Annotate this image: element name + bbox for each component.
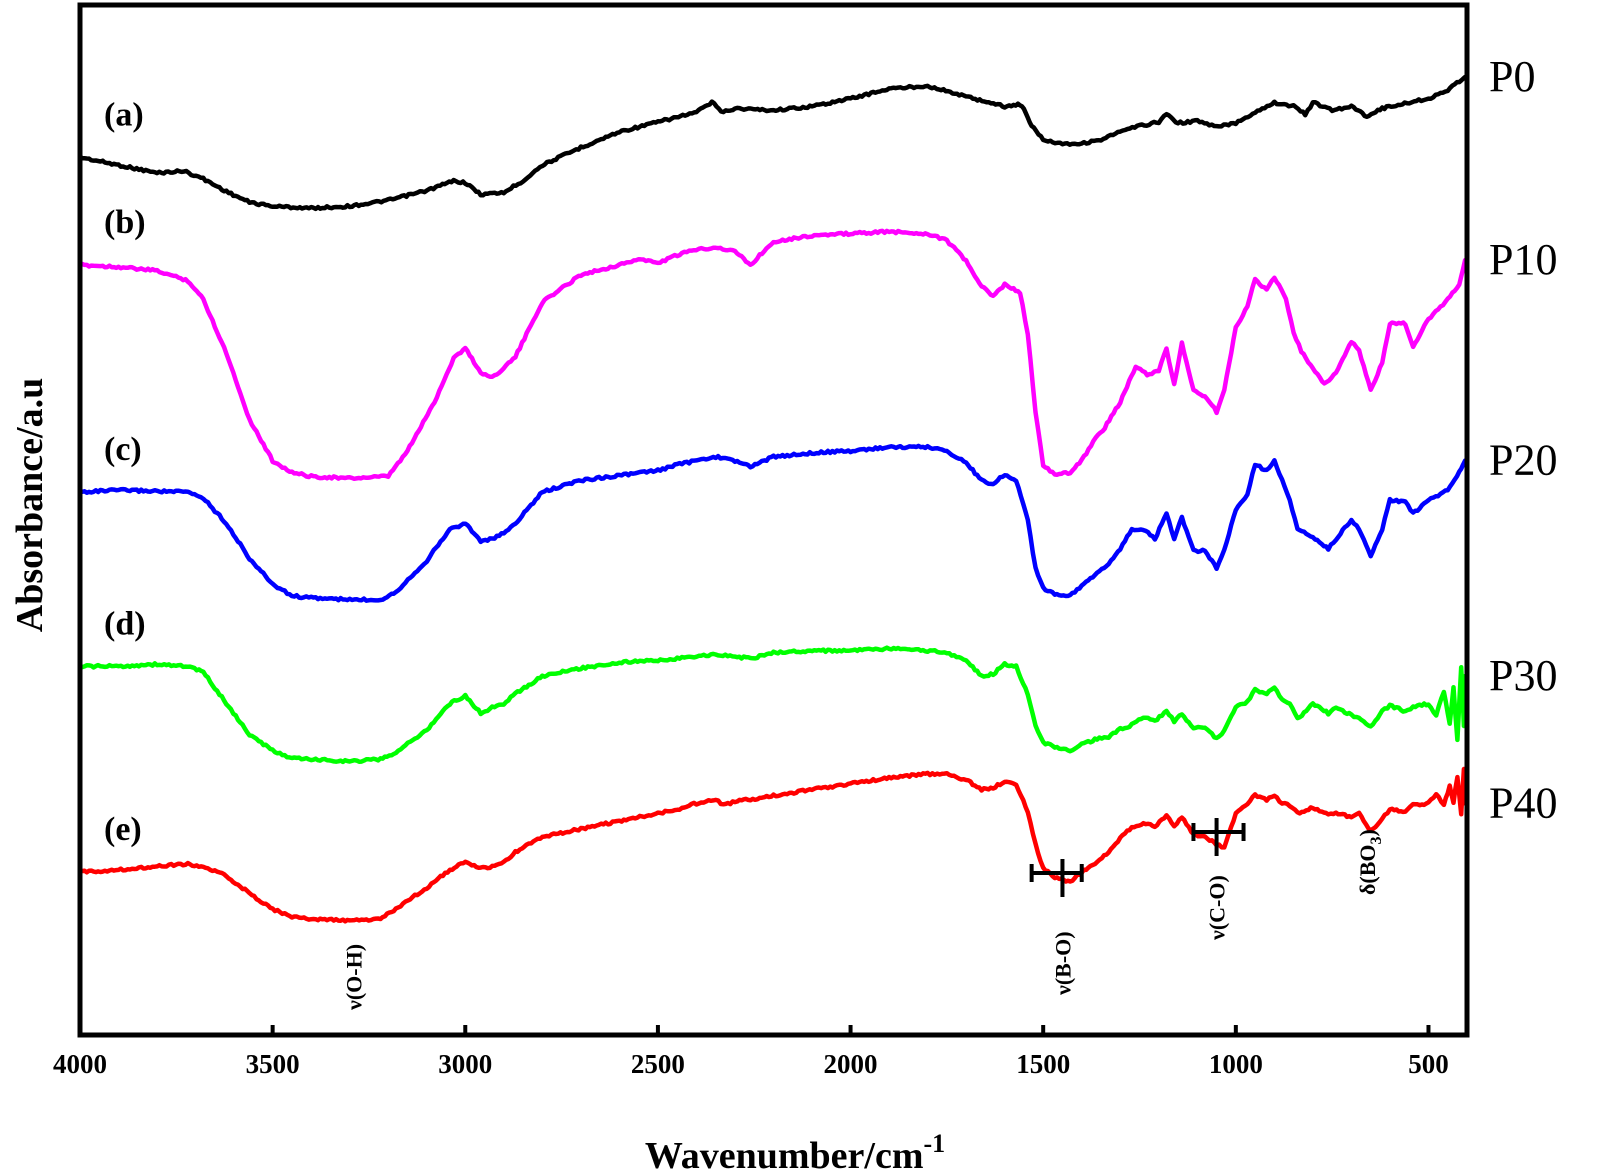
x-tick-label-4000: 4000 <box>53 1049 107 1079</box>
series-letter-p0: (a) <box>104 96 144 133</box>
series-line-p10 <box>77 228 1468 482</box>
annotation-1-label: ν(B-O) <box>1050 931 1075 996</box>
x-tick-label-1500: 1500 <box>1016 1049 1070 1079</box>
series-line-p40 <box>77 766 1468 924</box>
series-letter-p20: (c) <box>104 431 142 468</box>
annotation-0-label: ν(O-H) <box>342 944 367 1011</box>
axis-layer: 4000 3500 3000 2500 2000 1500 1000 500 P0 P10 P20 P… <box>53 2 1557 1079</box>
x-tick-label-3000: 3000 <box>438 1049 492 1079</box>
series-line-p0 <box>77 74 1468 212</box>
series-label-p30: P30 <box>1489 651 1557 700</box>
plot-layer: (a) (b) (c) (d) (e) ν(O-H) ν(B-O) ν(C-O) δ(BO3) <box>77 74 1468 1011</box>
series-letter-p10: (b) <box>104 204 146 241</box>
plot-frame <box>77 2 1470 1038</box>
annotation-3-label: δ(BO3) <box>1355 829 1385 895</box>
series-letter-p40: (e) <box>104 811 142 848</box>
x-tick-label-500: 500 <box>1408 1049 1449 1079</box>
x-axis-title: Wavenumber/cm-1 <box>645 1129 945 1174</box>
x-tick-label-1000: 1000 <box>1209 1049 1263 1079</box>
x-tick-label-2000: 2000 <box>824 1049 878 1079</box>
annotation-2-label: ν(C-O) <box>1205 875 1230 941</box>
series-label-p20: P20 <box>1489 436 1557 485</box>
series-label-p10: P10 <box>1489 235 1557 284</box>
series-letter-p30: (d) <box>104 605 146 642</box>
x-tick-label-2500: 2500 <box>631 1049 685 1079</box>
series-line-p30 <box>77 645 1468 765</box>
series-label-p40: P40 <box>1489 778 1557 827</box>
series-label-p0: P0 <box>1489 52 1535 101</box>
y-axis-title: Absorbance/a.u <box>9 378 51 632</box>
x-tick-label-3500: 3500 <box>246 1049 300 1079</box>
x-axis-title-superscript: -1 <box>923 1129 945 1158</box>
series-line-p20 <box>77 443 1468 603</box>
